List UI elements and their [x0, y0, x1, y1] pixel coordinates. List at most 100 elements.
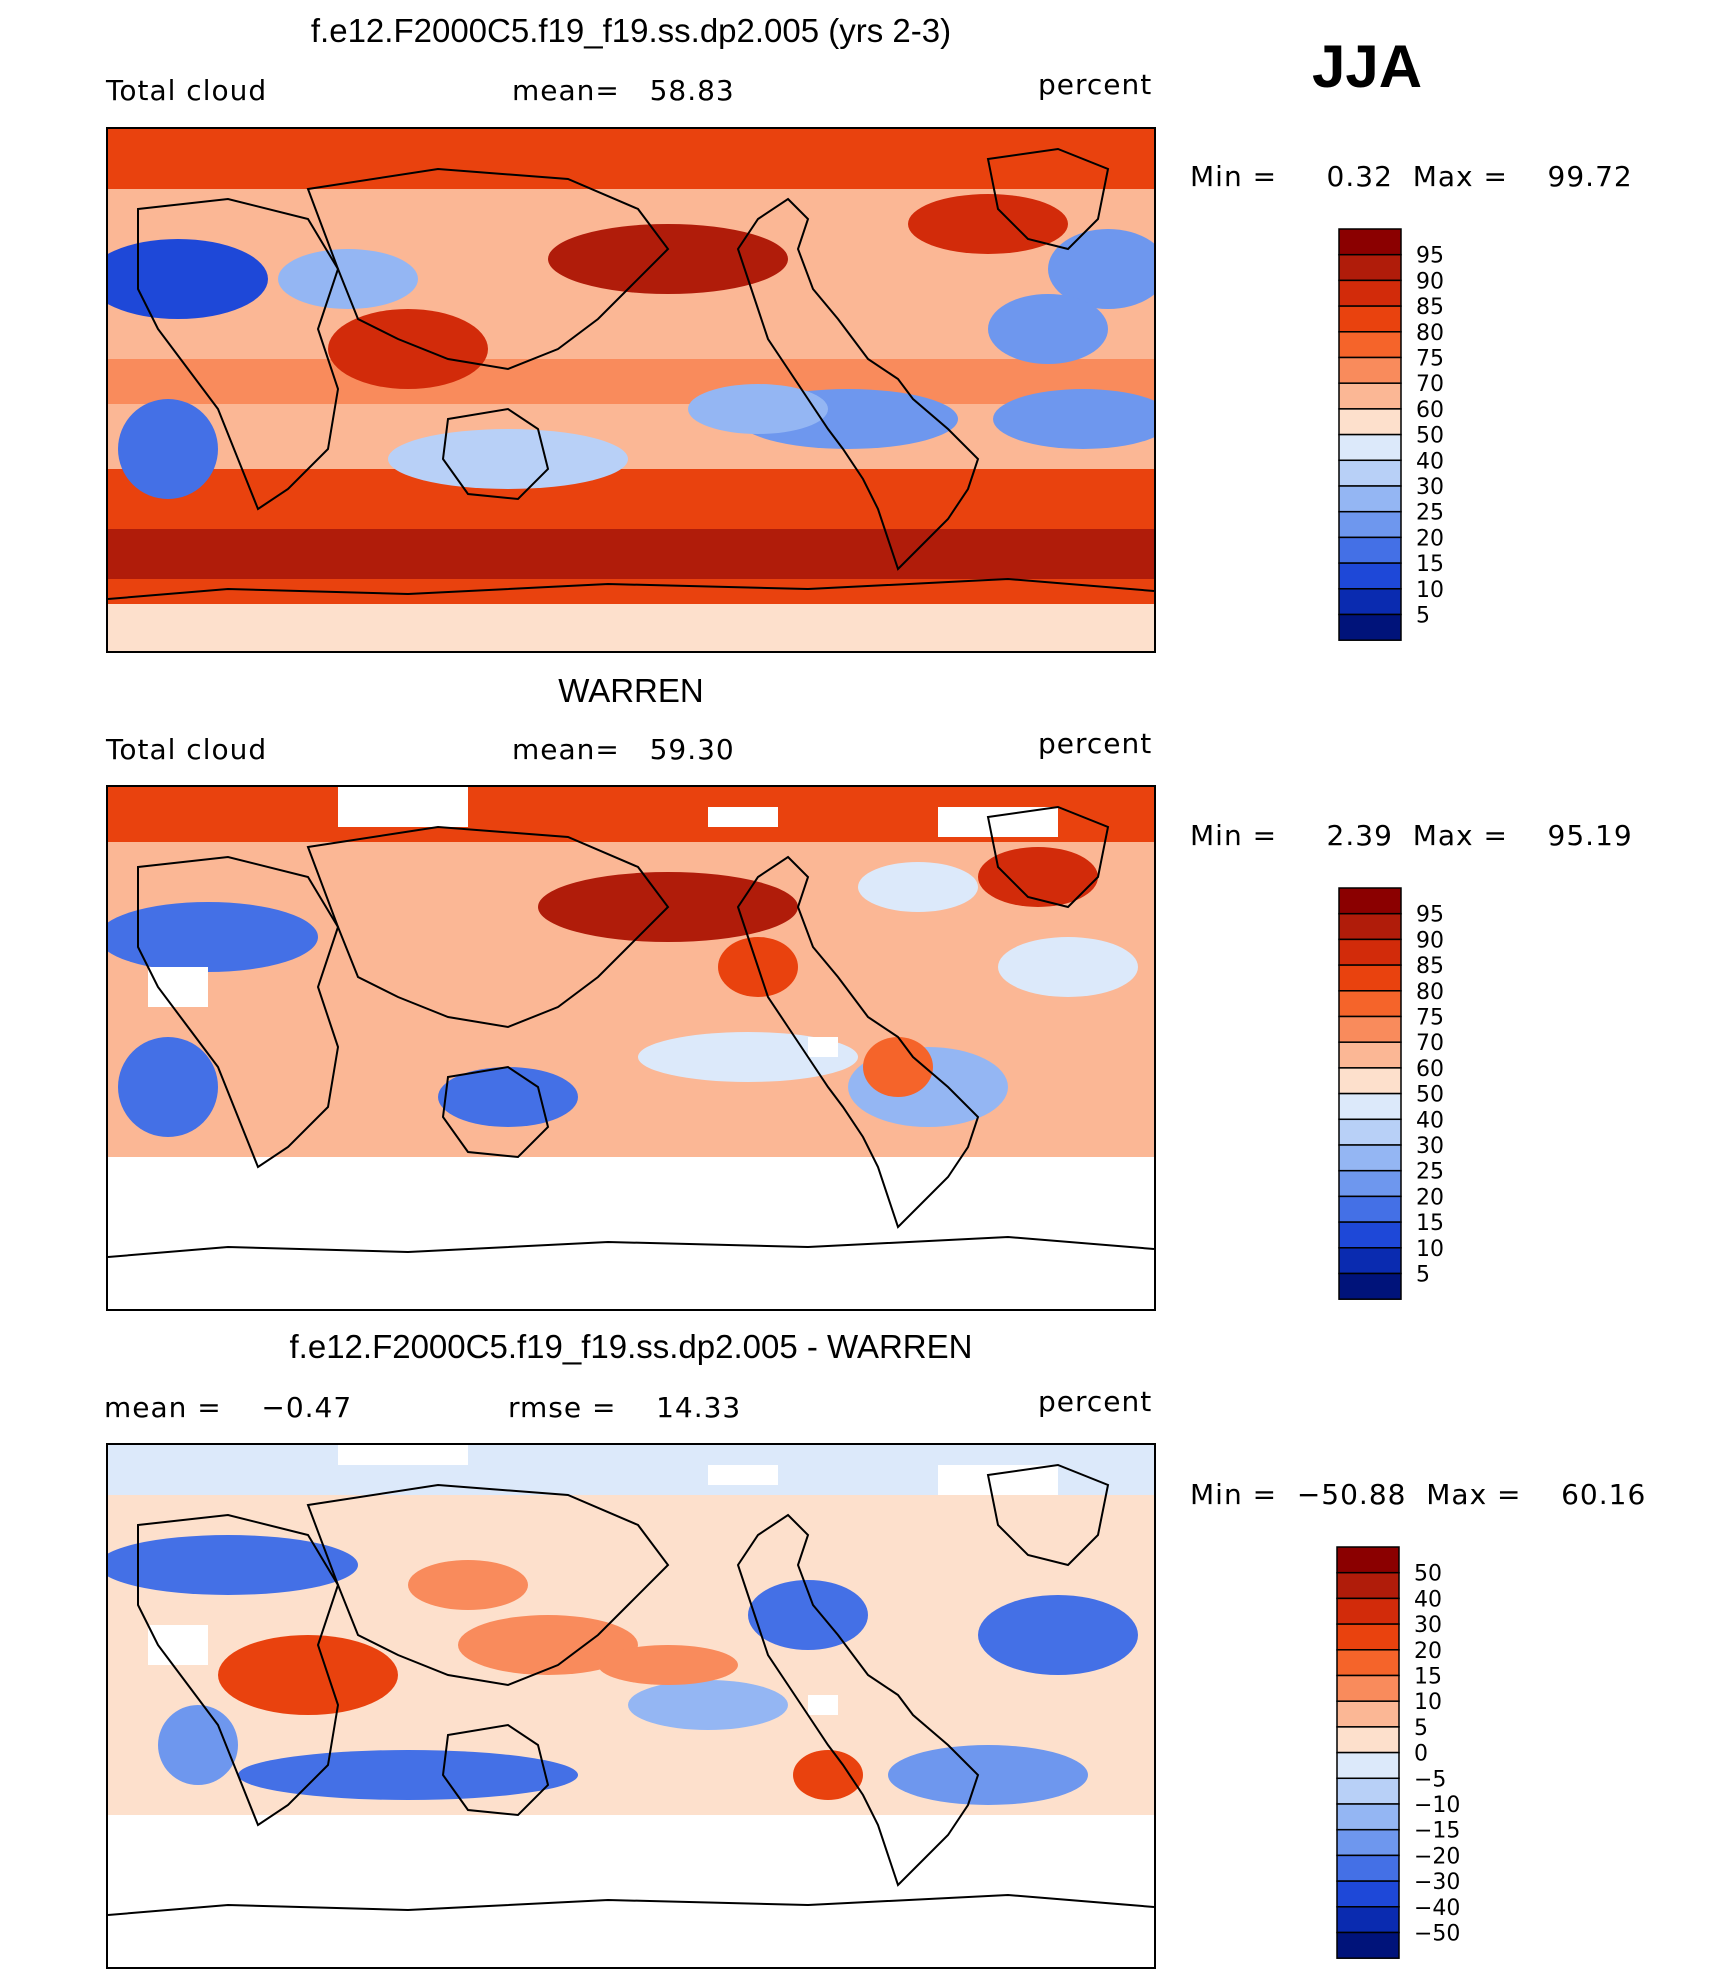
panel-2-title: WARREN — [558, 672, 704, 709]
panel-3-left-label: mean = −0.47 — [104, 1391, 353, 1424]
colorbar-swatch — [1338, 887, 1402, 915]
colorbar-swatch — [1336, 1649, 1400, 1677]
field-band — [108, 579, 1154, 604]
panel-2-colorbar: 95 90 85 80 75 70 60 50 40 30 25 20 15 10 5 — [1338, 887, 1498, 1302]
colorbar-swatch — [1338, 938, 1402, 966]
colorbar-tick-label: 95 — [1416, 903, 1444, 928]
coastline — [986, 147, 1110, 251]
field-band — [108, 359, 1154, 404]
colorbar-swatch — [1338, 510, 1402, 539]
colorbar-tick-label: 15 — [1416, 1211, 1444, 1236]
panel-1-units: percent — [1038, 68, 1153, 101]
field-region — [688, 384, 828, 434]
colorbar-swatch — [1338, 536, 1402, 564]
colorbar-swatch — [1338, 485, 1402, 513]
missing-data-region — [548, 1815, 748, 1875]
coastline — [736, 855, 980, 1229]
colorbar-tick-label: 50 — [1414, 1562, 1442, 1587]
colorbar-swatch — [1336, 1726, 1400, 1754]
missing-data-region — [708, 807, 778, 827]
coastline — [736, 197, 980, 571]
colorbar-tick-label: 40 — [1416, 1108, 1444, 1133]
missing-data-region — [338, 1445, 468, 1465]
colorbar-swatch — [1336, 1674, 1400, 1702]
colorbar-tick-label: 50 — [1416, 424, 1444, 449]
colorbar-swatch — [1338, 1015, 1402, 1043]
coastline — [441, 1723, 550, 1817]
colorbar-swatch — [1338, 1144, 1402, 1172]
coastline — [108, 577, 1154, 600]
colorbar-swatch — [1336, 1906, 1400, 1934]
colorbar-swatch — [1338, 1272, 1402, 1300]
colorbar-swatch — [1338, 459, 1402, 487]
colorbar-swatch — [1338, 382, 1402, 410]
field-region — [978, 847, 1098, 907]
field-region — [993, 389, 1154, 449]
field-region — [1048, 229, 1154, 309]
colorbar-tick-label: 10 — [1416, 578, 1444, 603]
colorbar-tick-label: 85 — [1416, 295, 1444, 320]
colorbar-swatch — [1338, 228, 1402, 256]
colorbar-tick-label: 10 — [1414, 1690, 1442, 1715]
colorbar-tick-label: 80 — [1416, 980, 1444, 1005]
field-region — [118, 1037, 218, 1137]
coastline — [441, 1065, 550, 1159]
field-region — [388, 429, 628, 489]
colorbar-swatch — [1338, 279, 1402, 307]
colorbar-tick-label: −10 — [1414, 1793, 1460, 1818]
field-region — [858, 862, 978, 912]
coastline — [137, 855, 340, 1169]
missing-data-region — [808, 1037, 838, 1057]
panel-2-center-label: mean= 59.30 — [512, 733, 735, 766]
colorbar-tick-label: 40 — [1414, 1587, 1442, 1612]
coastline — [306, 1483, 670, 1687]
colorbar-swatch — [1336, 1777, 1400, 1805]
colorbar-swatch — [1336, 1546, 1400, 1574]
panel-3-colorbar: 50 40 30 20 15 10 5 0 −5 −10 −15 −20 −30 −40 −50 — [1336, 1546, 1496, 1961]
field-region — [408, 1560, 528, 1610]
colorbar-swatch — [1338, 356, 1402, 384]
panel-3-minmax: Min = −50.88 Max = 60.16 — [1190, 1478, 1647, 1511]
colorbar-swatch — [1338, 331, 1402, 359]
field-band — [108, 469, 1154, 529]
field-region — [108, 239, 268, 319]
colorbar-swatch — [1338, 588, 1402, 616]
season-label: JJA — [1312, 33, 1423, 100]
panel-2-units: percent — [1038, 727, 1153, 760]
coastline — [736, 1513, 980, 1887]
colorbar-swatch — [1338, 912, 1402, 941]
panel-1-center-label: mean= 58.83 — [512, 74, 735, 107]
colorbar-swatch — [1338, 1247, 1402, 1275]
field-region — [118, 399, 218, 499]
field-region — [638, 1032, 858, 1082]
colorbar-tick-label: 90 — [1416, 928, 1444, 953]
panel-3-title: f.e12.F2000C5.f19_f19.ss.dp2.005 - WARRE… — [289, 1328, 973, 1365]
field-region — [218, 1635, 398, 1715]
field-region — [628, 1680, 788, 1730]
missing-data-region — [338, 787, 468, 827]
colorbar-swatch — [1338, 990, 1402, 1018]
field-region — [888, 1745, 1088, 1805]
colorbar-tick-label: 75 — [1416, 347, 1444, 372]
field-region — [998, 937, 1138, 997]
field-region — [793, 1750, 863, 1800]
colorbar-tick-label: 40 — [1416, 449, 1444, 474]
colorbar-swatch — [1338, 964, 1402, 992]
colorbar-swatch — [1336, 1828, 1400, 1857]
panel-1-map — [106, 127, 1156, 653]
colorbar-swatch — [1336, 1880, 1400, 1908]
field-region — [278, 249, 418, 309]
coastline — [306, 825, 670, 1029]
field-region — [438, 1067, 578, 1127]
missing-data-region — [808, 1695, 838, 1715]
missing-data-region — [708, 1465, 778, 1485]
colorbar-tick-label: 20 — [1414, 1639, 1442, 1664]
colorbar-swatch — [1336, 1803, 1400, 1831]
colorbar-swatch — [1338, 1195, 1402, 1223]
field-region — [108, 1535, 358, 1595]
panel-2-map — [106, 785, 1156, 1311]
field-region — [748, 1580, 868, 1650]
field-band — [108, 529, 1154, 579]
field-region — [863, 1037, 933, 1097]
field-region — [238, 1750, 578, 1800]
